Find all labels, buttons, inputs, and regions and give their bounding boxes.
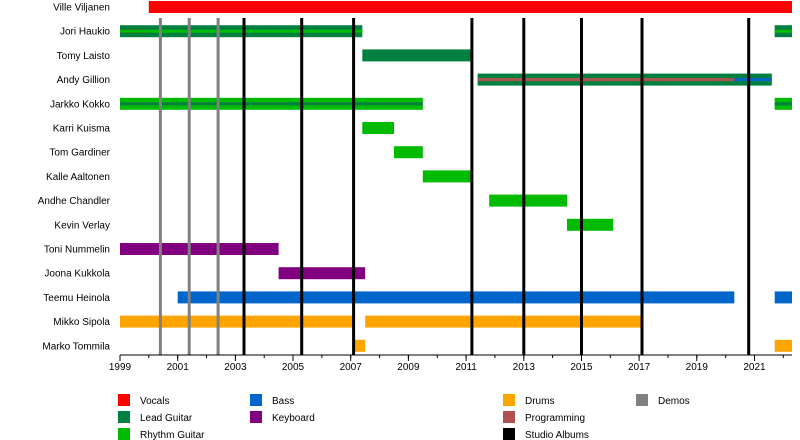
- member-label: Mikko Sipola: [53, 317, 110, 328]
- x-tick-label: 2021: [743, 362, 766, 373]
- x-tick-label: 2015: [570, 362, 593, 373]
- bar-rhythm: [489, 194, 568, 207]
- legend: Vocals Lead Guitar Rhythm Guitar Bass Keyboa…: [118, 394, 690, 440]
- legend-label-rhythm: Rhythm Guitar: [140, 430, 205, 440]
- bar-rhythm: [567, 218, 614, 231]
- member-label: Tomy Laisto: [57, 51, 111, 62]
- legend-swatch-keyboard: [250, 411, 262, 423]
- legend-label-keyboard: Keyboard: [272, 413, 315, 424]
- x-tick-label: 2009: [397, 362, 420, 373]
- member-label: Andhe Chandler: [38, 196, 111, 207]
- legend-swatch-vocals: [118, 394, 130, 406]
- legend-label-lead: Lead Guitar: [140, 413, 193, 424]
- member-label: Tom Gardiner: [49, 148, 110, 159]
- bar-rhythm: [422, 170, 472, 183]
- overlay-rhythm: [120, 29, 363, 33]
- member-label: Kalle Aaltonen: [46, 172, 110, 183]
- member-label: Jarkko Kokko: [50, 99, 110, 110]
- bar-lead: [362, 49, 472, 62]
- overlay-lead: [120, 102, 423, 106]
- x-tick-label: 1999: [109, 362, 132, 373]
- legend-swatch-demos: [636, 394, 648, 406]
- x-axis: 1999 2001 2003 2005 2007 2009 2011 2013 2015 2017…: [109, 354, 792, 373]
- x-tick-label: 2003: [224, 362, 247, 373]
- legend-swatch-programming: [503, 411, 515, 423]
- legend-label-albums: Studio Albums: [525, 430, 589, 440]
- legend-label-bass: Bass: [272, 396, 294, 407]
- bar-drums: [774, 339, 792, 352]
- overlay-bass: [734, 78, 772, 82]
- overlay-programming: [477, 78, 772, 82]
- legend-swatch-drums: [503, 394, 515, 406]
- bar-rhythm: [394, 146, 423, 159]
- bar-keyboard: [120, 243, 279, 255]
- overlay-rhythm: [774, 29, 792, 33]
- bar-vocals: [148, 1, 793, 13]
- legend-label-drums: Drums: [525, 396, 554, 407]
- bar-drums: [365, 315, 643, 328]
- bar-drums: [353, 339, 366, 352]
- member-label: Andy Gillion: [57, 75, 110, 86]
- member-label: Karri Kuisma: [53, 124, 111, 135]
- member-label: Jori Haukio: [60, 27, 110, 38]
- x-tick-label: 2001: [167, 362, 190, 373]
- member-bars: [120, 1, 793, 352]
- x-tick-label: 2017: [628, 362, 651, 373]
- x-tick-label: 2019: [686, 362, 709, 373]
- member-label: Toni Nummelin: [44, 245, 110, 256]
- x-tick-label: 2013: [513, 362, 536, 373]
- legend-swatch-albums: [503, 428, 515, 440]
- x-tick-label: 2011: [455, 362, 477, 373]
- member-label: Teemu Heinola: [43, 293, 110, 304]
- member-labels: Ville Viljanen Jori Haukio Tomy Laisto Andy…: [38, 3, 111, 353]
- bar-bass: [177, 291, 735, 304]
- legend-label-vocals: Vocals: [140, 396, 169, 407]
- legend-swatch-lead: [118, 411, 130, 423]
- x-tick-label: 2005: [282, 362, 305, 373]
- event-lines: [158, 18, 751, 355]
- member-label: Joona Kukkola: [44, 269, 110, 280]
- x-tick-label: 2007: [340, 362, 363, 373]
- legend-label-programming: Programming: [525, 413, 585, 424]
- legend-label-demos: Demos: [658, 396, 690, 407]
- member-label: Ville Viljanen: [53, 3, 110, 14]
- legend-swatch-rhythm: [118, 428, 130, 440]
- bar-bass: [774, 291, 792, 304]
- member-label: Marko Tommila: [42, 341, 110, 352]
- legend-swatch-bass: [250, 394, 262, 406]
- overlay-lead: [774, 102, 792, 106]
- member-label: Kevin Verlay: [54, 220, 110, 231]
- bar-rhythm: [362, 122, 394, 134]
- role-overlays: [120, 29, 792, 106]
- bar-drums: [120, 315, 354, 328]
